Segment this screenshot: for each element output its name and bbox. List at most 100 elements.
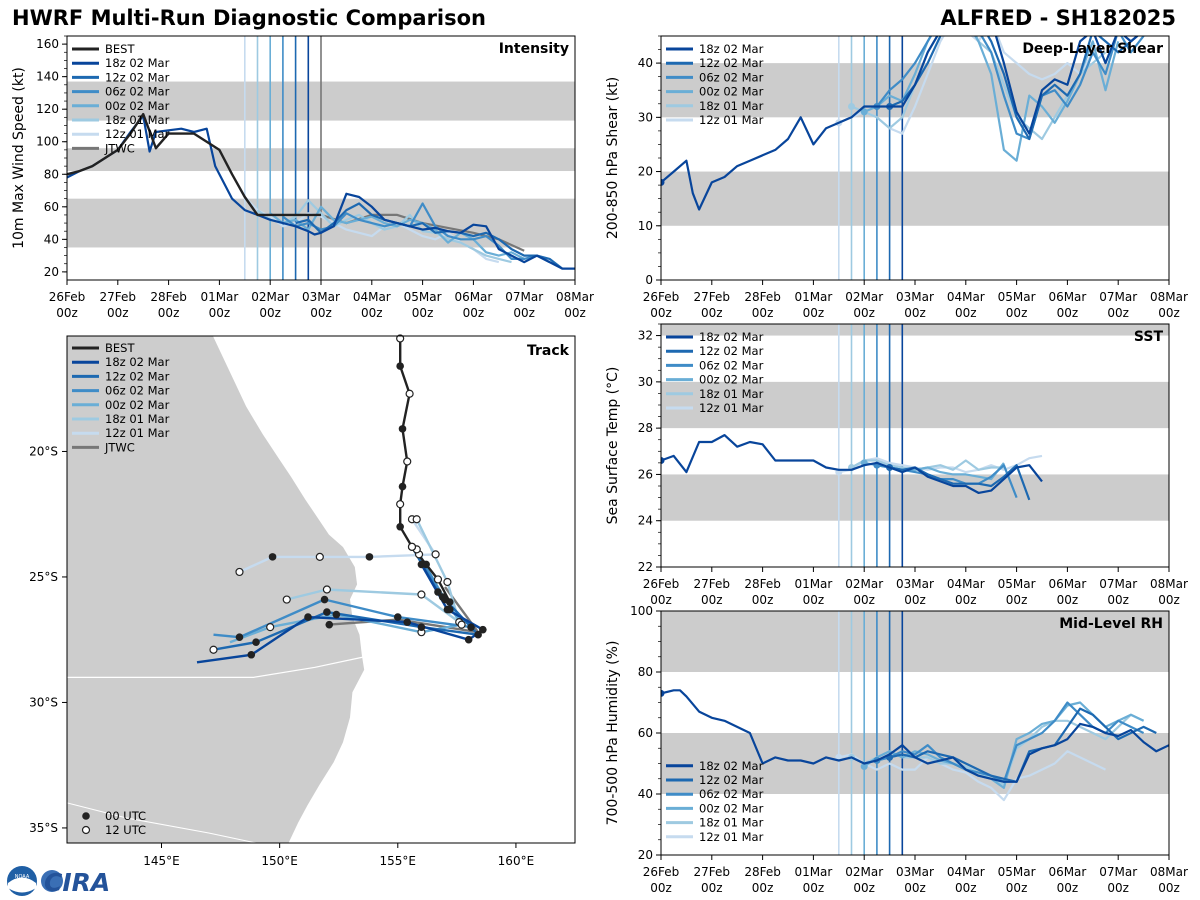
track-point-00utc [467, 623, 475, 631]
sst-legend-label: 00z 02 Mar [699, 373, 764, 387]
sst-xtick-label-hour: 00z [752, 593, 774, 607]
shear-xtick-label-hour: 00z [1057, 306, 1079, 320]
track-jtwc [329, 586, 480, 634]
shear-ytick-label: 30 [638, 110, 653, 124]
sst-ytick-label: 24 [638, 514, 653, 528]
sst-ytick-label: 28 [638, 421, 653, 435]
shear-xtick-label: 07Mar [1099, 290, 1137, 304]
shear-xtick-label: 06Mar [1048, 290, 1086, 304]
sst-panel: 22 24 26 28 30 32 26Feb 00z 27Feb 00z 28Feb 00z 01Ma… [605, 323, 1188, 607]
track-ytick-label: 30°S [29, 695, 58, 709]
track-point-00utc [268, 553, 277, 561]
rh-xtick-label-hour: 00z [955, 881, 977, 895]
track-point-12utc [209, 645, 218, 654]
track-point-00utc [464, 635, 473, 644]
intensity-xtick-label: 04Mar [353, 290, 391, 304]
cira-logo: NOAA CIRA [7, 866, 110, 897]
intensity-legend-label: 00z 02 Mar [105, 99, 170, 113]
cira-logo-text: CIRA [44, 868, 110, 897]
track-point-00utc [252, 638, 260, 647]
sst-xtick-label: 04Mar [947, 577, 985, 591]
rh-legend-label: 06z 02 Mar [699, 787, 764, 801]
intensity-legend-label: 12z 02 Mar [105, 70, 170, 84]
track-point-12utc [405, 389, 414, 398]
shear-xtick-label: 05Mar [998, 290, 1036, 304]
rh-panel: 20 40 60 80 100 26Feb 00z 27Feb 00z 28Feb 00z 01Mar… [605, 604, 1188, 895]
track-panel: 145°E 150°E 155°E 160°E 20°S 25°S 30°S 35°S Trac… [29, 334, 576, 868]
rh-xtick-label-hour: 00z [1158, 881, 1180, 895]
rh-series-12z-01-mar [838, 750, 1106, 802]
track-point-00utc [398, 482, 407, 491]
track-point-00utc [422, 560, 430, 569]
intensity-series-00z-02-mar [269, 205, 525, 260]
shear-legend-label: 18z 02 Mar [699, 42, 764, 56]
sst-band [661, 324, 1169, 336]
shear-panel-title: Deep-Layer Shear [1022, 41, 1163, 57]
intensity-xtick-label-hour: 00z [310, 306, 332, 320]
track-point-12utc [417, 590, 426, 599]
rh-xtick-label-hour: 00z [803, 881, 825, 895]
sst-ylabel: Sea Surface Temp (°C) [605, 367, 621, 525]
track-xtick-label: 155°E [380, 854, 417, 868]
rh-xtick-label-hour: 00z [1057, 881, 1079, 895]
track-point-12utc [396, 500, 405, 509]
rh-xtick-label-hour: 00z [853, 881, 875, 895]
shear-xtick-label: 02Mar [845, 290, 883, 304]
shear-legend-label: 06z 02 Mar [699, 70, 764, 84]
track-legend-label: 06z 02 Mar [105, 384, 170, 398]
rh-xtick-label: 28Feb [744, 865, 781, 879]
shear-series-06z-02-mar [876, 36, 1145, 141]
track-ytick-label: 35°S [29, 821, 58, 835]
intensity-ytick-label: 140 [36, 70, 59, 84]
rh-init-marker [661, 689, 665, 697]
intensity-series-best [67, 112, 321, 217]
intensity-xtick-label-hour: 00z [513, 306, 535, 320]
track-ytick-label: 20°S [29, 444, 58, 458]
intensity-xtick-label: 03Mar [302, 290, 340, 304]
sst-legend-label: 12z 01 Mar [699, 401, 764, 415]
rh-legend-label: 00z 02 Mar [699, 801, 764, 815]
sst-xtick-label: 07Mar [1099, 577, 1137, 591]
intensity-xtick-label: 02Mar [251, 290, 289, 304]
intensity-legend-label: BEST [105, 42, 135, 56]
track-point-12utc [322, 585, 332, 594]
sst-xtick-label-hour: 00z [701, 593, 723, 607]
shear-init-marker [848, 102, 855, 110]
shear-xtick-label-hour: 00z [955, 306, 977, 320]
track-legend-label: 12z 02 Mar [105, 369, 170, 383]
sst-band [661, 474, 1169, 521]
sst-xtick-label-hour: 00z [650, 593, 672, 607]
sst-xtick-label: 06Mar [1048, 577, 1086, 591]
track-panel-title: Track [527, 343, 570, 359]
intensity-ylabel: 10m Max Wind Speed (kt) [11, 67, 27, 249]
rh-xtick-label-hour: 00z [1107, 881, 1129, 895]
shear-legend-label: 00z 02 Mar [699, 85, 764, 99]
shear-xtick-label: 01Mar [794, 290, 832, 304]
shear-series-18z-02-mar [661, 36, 1139, 211]
shear-panel: 0 10 20 30 40 26Feb 00z 27Feb 00z 28Feb 00z 01Mar 00… [605, 35, 1188, 320]
sst-xtick-label: 26Feb [643, 577, 680, 591]
shear-xtick-label: 08Mar [1150, 290, 1188, 304]
intensity-ytick-label: 60 [44, 200, 59, 214]
sst-legend-label: 18z 02 Mar [699, 330, 764, 344]
track-legend-label: 00z 02 Mar [105, 398, 170, 412]
shear-xtick-label: 04Mar [947, 290, 985, 304]
track-18z-01-mar [286, 518, 461, 624]
intensity-xtick-label: 06Mar [454, 290, 492, 304]
state-border [67, 802, 257, 843]
rh-legend-label: 12z 01 Mar [699, 830, 764, 844]
track-legend-label: 12z 01 Mar [105, 426, 170, 440]
sst-xtick-label: 28Feb [744, 577, 781, 591]
shear-xtick-label-hour: 00z [1006, 306, 1028, 320]
state-border [67, 656, 363, 678]
sst-ytick-label: 30 [638, 375, 653, 389]
rh-xtick-label: 05Mar [998, 865, 1036, 879]
rh-legend-label: 18z 01 Mar [699, 816, 764, 830]
shear-xtick-label-hour: 00z [1107, 306, 1129, 320]
rh-band [661, 733, 1169, 794]
intensity-legend-label: JTWC [104, 141, 135, 155]
rh-xtick-label: 06Mar [1048, 865, 1086, 879]
sst-legend-label: 18z 01 Mar [699, 387, 764, 401]
intensity-panel: 20 40 60 80 100 120 140 160 26Feb 00z 27Feb 00z 28Fe… [11, 35, 594, 320]
track-ytick-label: 25°S [29, 570, 58, 584]
